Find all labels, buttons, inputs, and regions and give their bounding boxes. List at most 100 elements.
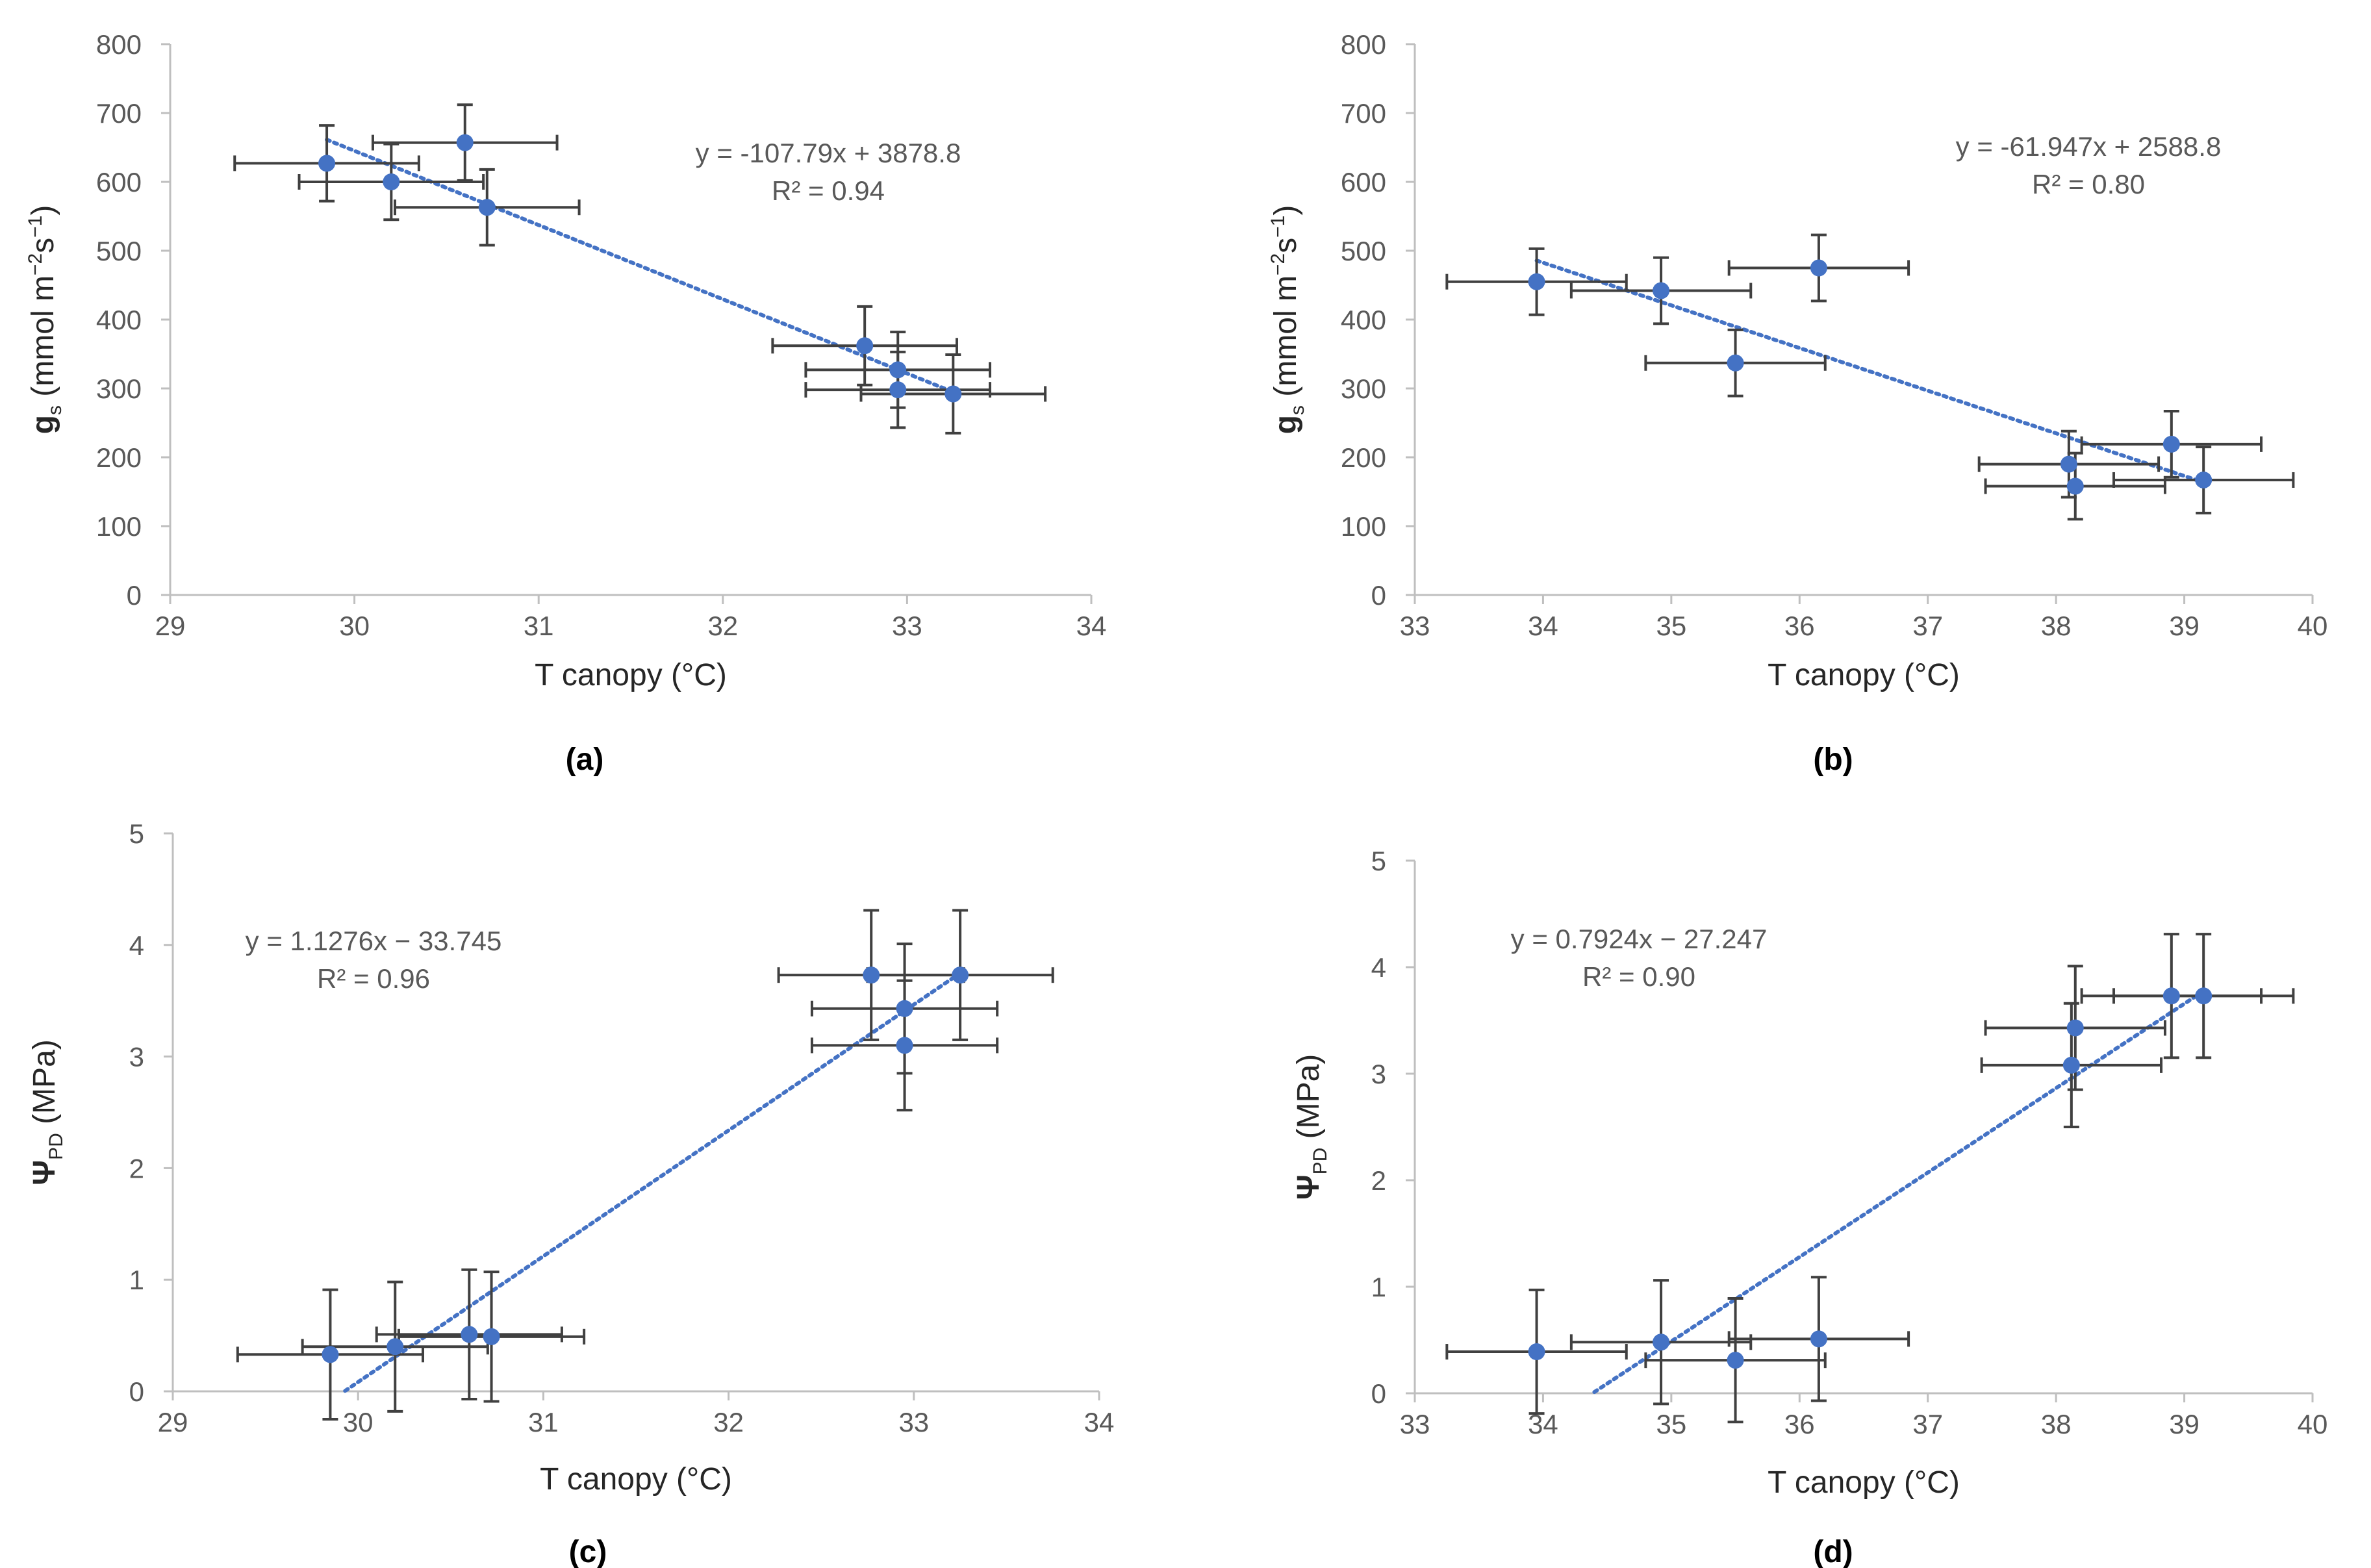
trendline-equation: y = 1.1276x − 33.745 [246, 926, 502, 956]
x-tick-label: 33 [1400, 1409, 1430, 1439]
y-tick-label: 100 [96, 511, 142, 542]
x-tick-label: 30 [343, 1407, 374, 1437]
y-tick-label: 0 [129, 1376, 144, 1407]
y-tick-label: 200 [96, 442, 142, 473]
data-point [945, 385, 962, 403]
x-tick-label: 31 [528, 1407, 559, 1437]
x-tick-label: 33 [898, 1407, 929, 1437]
panel-caption: (b) [1813, 742, 1853, 777]
data-point [461, 1326, 478, 1343]
x-tick-label: 38 [2041, 1409, 2072, 1439]
x-tick-label: 38 [2041, 611, 2072, 641]
x-axis-label: T canopy (°C) [540, 1462, 732, 1497]
y-tick-label: 500 [1341, 236, 1386, 266]
y-tick-label: 0 [127, 580, 142, 611]
x-tick-label: 29 [155, 611, 186, 641]
data-point [863, 967, 880, 984]
trendline-equation: y = -107.79x + 3878.8 [696, 138, 961, 168]
x-tick-label: 30 [339, 611, 370, 641]
data-point [1727, 354, 1744, 372]
trendline-equation: y = 0.7924x − 27.247 [1511, 924, 1768, 954]
data-point [1810, 1330, 1827, 1348]
x-tick-label: 34 [1076, 611, 1107, 641]
trendline [343, 971, 963, 1393]
y-tick-label: 1 [1371, 1272, 1386, 1302]
x-axis-label: T canopy (°C) [1768, 1465, 1960, 1500]
y-tick-label: 0 [1371, 1378, 1386, 1409]
panel-caption: (d) [1813, 1535, 1853, 1568]
data-point [2066, 1019, 2084, 1037]
chart-panel-b: 0 100 200 300 400 500 600 700 800 33 34 35 36 37 38 39 4… [1267, 29, 2327, 777]
data-point [889, 361, 907, 379]
r-squared-label: R² = 0.80 [2032, 169, 2145, 199]
trendline [1534, 259, 2206, 485]
x-tick-label: 37 [1912, 1409, 1943, 1439]
data-point [383, 173, 400, 190]
y-tick-label: 600 [96, 167, 142, 197]
y-tick-label: 600 [1341, 167, 1386, 197]
data-point [456, 134, 474, 151]
y-tick-label: 1 [129, 1265, 144, 1295]
data-point [1810, 259, 1827, 277]
y-tick-label: 400 [1341, 305, 1386, 335]
y-tick-label: 3 [129, 1042, 144, 1072]
r-squared-label: R² = 0.94 [772, 175, 885, 206]
y-tick-label: 100 [1341, 511, 1386, 542]
x-tick-label: 32 [713, 1407, 744, 1437]
data-point [2162, 435, 2180, 453]
y-tick-label: 0 [1371, 580, 1386, 611]
data-point [2060, 455, 2077, 473]
y-tick-label: 300 [96, 373, 142, 404]
data-point [1528, 273, 1545, 290]
x-tick-label: 33 [1400, 611, 1430, 641]
data-point [2162, 987, 2180, 1005]
data-point [2066, 477, 2084, 495]
data-point [2195, 471, 2213, 488]
x-tick-label: 39 [2169, 611, 2200, 641]
data-point [2195, 987, 2213, 1005]
x-tick-label: 32 [707, 611, 738, 641]
y-tick-label: 2 [129, 1153, 144, 1183]
data-point [483, 1328, 500, 1345]
y-tick-label: 4 [1371, 952, 1386, 983]
r-squared-label: R² = 0.96 [317, 963, 430, 994]
x-tick-label: 37 [1912, 611, 1943, 641]
x-tick-label: 40 [2298, 611, 2328, 641]
trendline [1592, 989, 2206, 1395]
data-point [2062, 1056, 2080, 1074]
y-axis-label: gs (mmol m−2s−1) [1267, 205, 1308, 435]
y-tick-label: 700 [96, 98, 142, 129]
panel-caption: (c) [569, 1535, 607, 1568]
x-axis-label: T canopy (°C) [1768, 658, 1960, 692]
y-tick-label: 200 [1341, 442, 1386, 473]
x-tick-label: 31 [524, 611, 554, 641]
x-tick-label: 34 [1528, 611, 1558, 641]
y-axis-label: ΨPD (MPa) [27, 1039, 67, 1185]
y-axis-label: gs (mmol m−2s−1) [25, 205, 66, 435]
data-point [387, 1338, 404, 1356]
trendline-equation: y = -61.947x + 2588.8 [1956, 131, 2222, 162]
x-tick-label: 34 [1084, 1407, 1115, 1437]
data-point [1653, 282, 1670, 299]
data-point [856, 337, 874, 355]
data-point [1653, 1334, 1670, 1351]
x-tick-label: 35 [1656, 611, 1686, 641]
x-tick-label: 36 [1784, 611, 1815, 641]
y-tick-label: 500 [96, 236, 142, 266]
data-point [1727, 1352, 1744, 1369]
x-tick-label: 40 [2298, 1409, 2328, 1439]
data-point [952, 967, 969, 984]
y-tick-label: 2 [1371, 1165, 1386, 1196]
y-axis-label: ΨPD (MPa) [1291, 1054, 1331, 1200]
data-point [889, 381, 907, 399]
y-tick-label: 800 [96, 29, 142, 60]
x-tick-label: 39 [2169, 1409, 2200, 1439]
y-tick-label: 5 [1371, 846, 1386, 876]
y-tick-label: 700 [1341, 98, 1386, 129]
r-squared-label: R² = 0.90 [1582, 961, 1695, 992]
panel-caption: (a) [566, 742, 604, 777]
y-tick-label: 300 [1341, 373, 1386, 404]
